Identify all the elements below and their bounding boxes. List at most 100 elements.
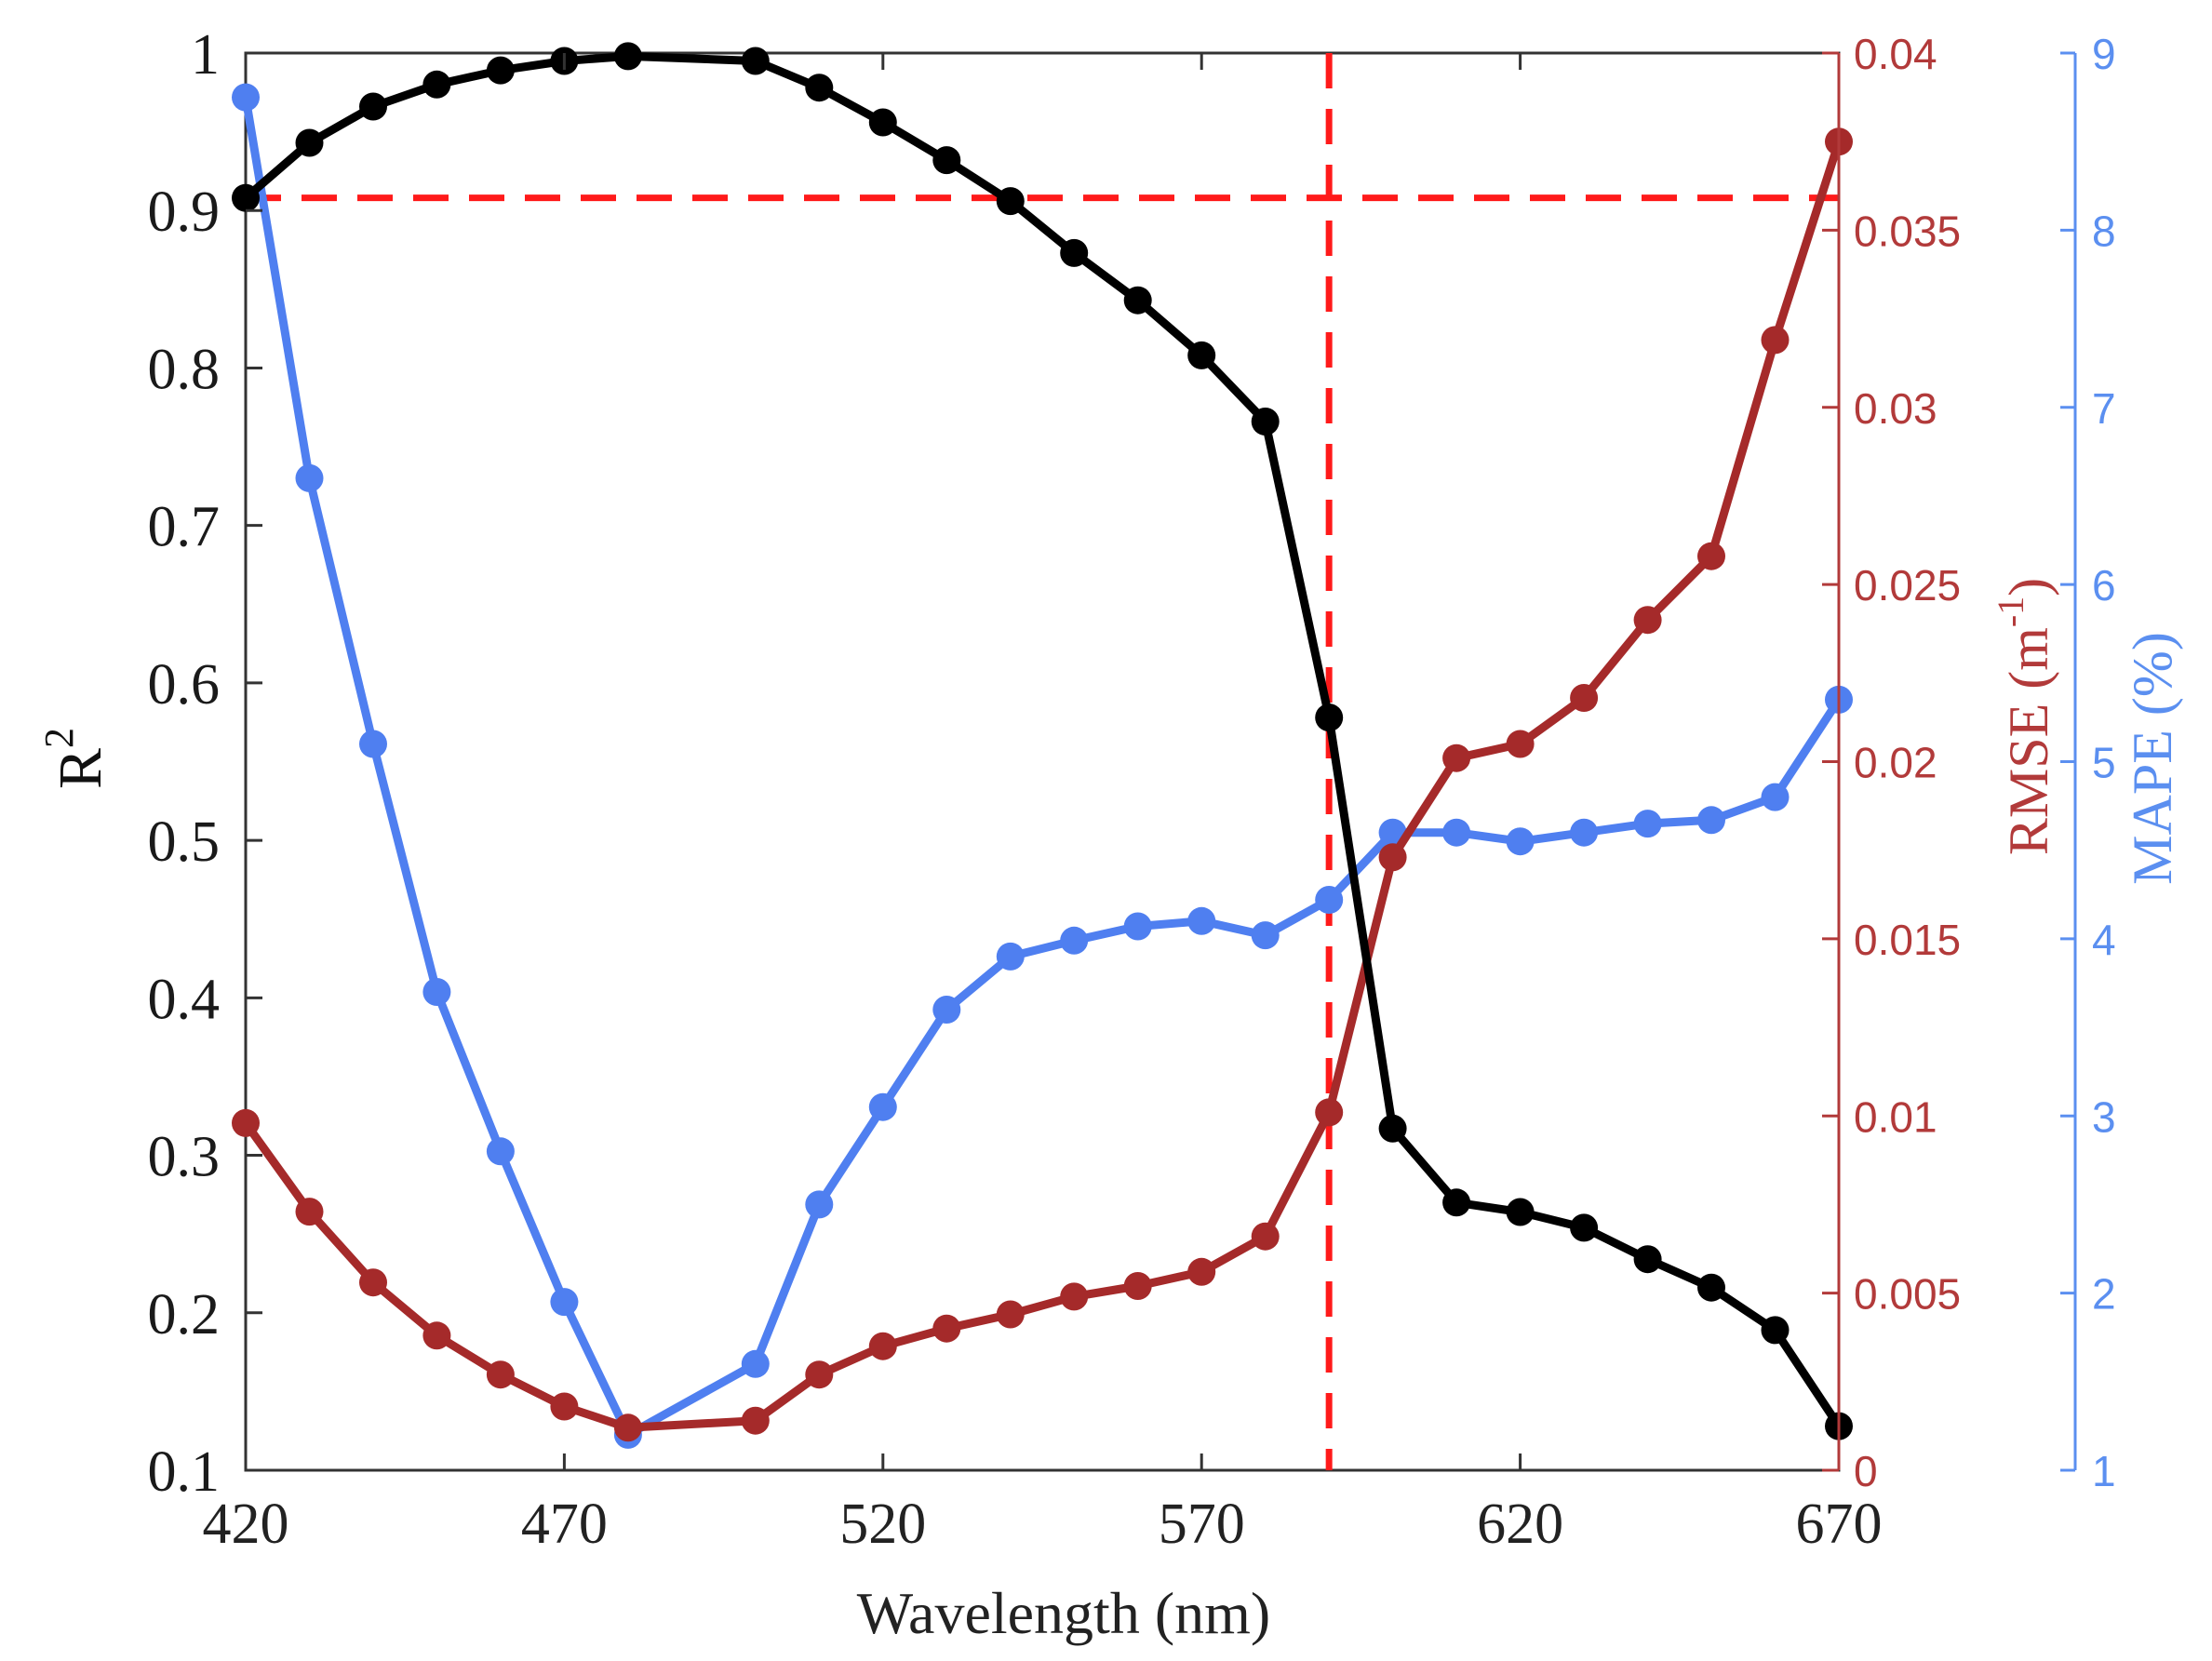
rmse-point	[1570, 684, 1599, 712]
r2-point	[1570, 1213, 1599, 1242]
mape-tick-label: 1	[2092, 1447, 2116, 1495]
mape-point	[359, 730, 387, 758]
r2-point	[1761, 1316, 1790, 1345]
r2-point	[805, 74, 834, 102]
rmse-point	[1123, 1272, 1152, 1300]
left-axis-label: R2	[36, 728, 114, 789]
left-tick-label: 1	[191, 23, 220, 87]
series-group	[232, 42, 1853, 1449]
r2-point	[1378, 1114, 1407, 1143]
left-tick-label: 0.4	[148, 968, 221, 1031]
rmse-point	[232, 1108, 260, 1137]
rmse-point	[613, 1413, 642, 1442]
rmse-point	[486, 1360, 515, 1389]
x-tick-label: 470	[521, 1493, 608, 1556]
r2-point	[1506, 1198, 1535, 1226]
mape-axis-label: MAPE (%)	[2122, 632, 2183, 885]
rmse-point	[1442, 743, 1471, 772]
mape-point	[1187, 906, 1216, 935]
r2-point	[932, 146, 961, 175]
mape-tick-label: 7	[2092, 384, 2116, 433]
r2-point	[295, 128, 324, 157]
r2-point	[996, 187, 1025, 216]
rmse-point	[805, 1360, 834, 1389]
mape-point	[1506, 827, 1535, 856]
r2-point	[422, 70, 451, 99]
x-tick-label: 670	[1796, 1493, 1883, 1556]
r2-point	[1633, 1245, 1662, 1274]
rmse-tick-label: 0.03	[1854, 384, 1937, 433]
left-tick-label: 0.6	[148, 653, 221, 717]
mape-point	[1060, 926, 1089, 955]
rmse-point	[1697, 542, 1725, 570]
mape-point	[295, 463, 324, 492]
rmse-point	[1633, 606, 1662, 635]
mape-point	[1570, 818, 1599, 847]
left-tick-label: 0.9	[148, 181, 221, 244]
mape-point	[1315, 886, 1344, 914]
rmse-tick-label: 0.04	[1854, 30, 1937, 78]
mape-tick-label: 6	[2092, 561, 2116, 609]
r2-point	[1123, 286, 1152, 315]
rmse-axis-label: RMSE (m-1)	[1990, 578, 2059, 855]
r2-point	[741, 47, 770, 75]
rmse-tick-label: 0.025	[1854, 561, 1961, 609]
mape-point	[868, 1092, 897, 1121]
left-tick-label: 0.2	[148, 1283, 221, 1346]
mape-point	[422, 978, 451, 1006]
rmse-tick-label: 0.01	[1854, 1092, 1937, 1141]
left-tick-label: 0.8	[148, 338, 221, 401]
r2-point	[1060, 238, 1089, 267]
rmse-axis-label-end: )	[1998, 578, 2059, 596]
r2-point	[359, 92, 387, 121]
mape-point	[1251, 921, 1280, 950]
mape-point	[1697, 806, 1725, 835]
rmse-axis-label-sup: -1	[1990, 596, 2031, 627]
reference-lines	[246, 53, 1839, 1470]
left-tick-label: 0.1	[148, 1440, 221, 1504]
mape-tick-label: 5	[2092, 739, 2116, 787]
rmse-point	[1251, 1222, 1280, 1251]
rmse-point	[1187, 1257, 1216, 1286]
rmse-tick-label: 0.02	[1854, 739, 1937, 787]
mape-point	[932, 996, 961, 1024]
rmse-point	[996, 1300, 1025, 1329]
mape-point	[550, 1288, 579, 1317]
r2-point	[486, 56, 515, 85]
r2-point	[1251, 408, 1280, 435]
left-axis-label-main: R	[47, 748, 114, 789]
plot-frame	[244, 51, 1841, 1472]
mape-point	[1123, 912, 1152, 941]
r2-point	[1442, 1188, 1471, 1217]
mape-point	[996, 942, 1025, 971]
rmse-point	[1060, 1282, 1089, 1311]
rmse-point	[550, 1392, 579, 1421]
mape-point	[232, 83, 260, 112]
mape-tick-label: 4	[2092, 916, 2116, 964]
rmse-point	[1378, 843, 1407, 872]
r2-point	[1187, 341, 1216, 369]
rmse-tick-label: 0.005	[1854, 1270, 1961, 1319]
left-axis-label-sup: 2	[36, 728, 82, 748]
mape-point	[741, 1349, 770, 1378]
rmse-point	[1506, 730, 1535, 758]
left-tick-label: 0.7	[148, 496, 221, 559]
rmse-point	[295, 1198, 324, 1226]
axes-group: 420 470 520 570 620 6700.10.20.30.40.50.60.70…	[148, 23, 2116, 1556]
rmse-point	[1761, 326, 1790, 355]
x-tick-label: 520	[839, 1493, 926, 1556]
rmse-tick-label: 0.015	[1854, 916, 1961, 964]
rmse-tick-label: 0.035	[1854, 207, 1961, 255]
r2-point	[613, 42, 642, 71]
x-tick-label: 620	[1477, 1493, 1563, 1556]
r2-series-line	[241, 51, 1843, 1431]
left-tick-label: 0.3	[148, 1126, 221, 1189]
x-tick-label: 420	[203, 1493, 289, 1556]
mape-point	[1633, 810, 1662, 838]
x-axis-label: Wavelength (nm)	[857, 1580, 1270, 1646]
rmse-point	[741, 1406, 770, 1435]
r2-point	[232, 183, 260, 212]
left-tick-label: 0.5	[148, 810, 221, 874]
mape-point	[1761, 783, 1790, 811]
